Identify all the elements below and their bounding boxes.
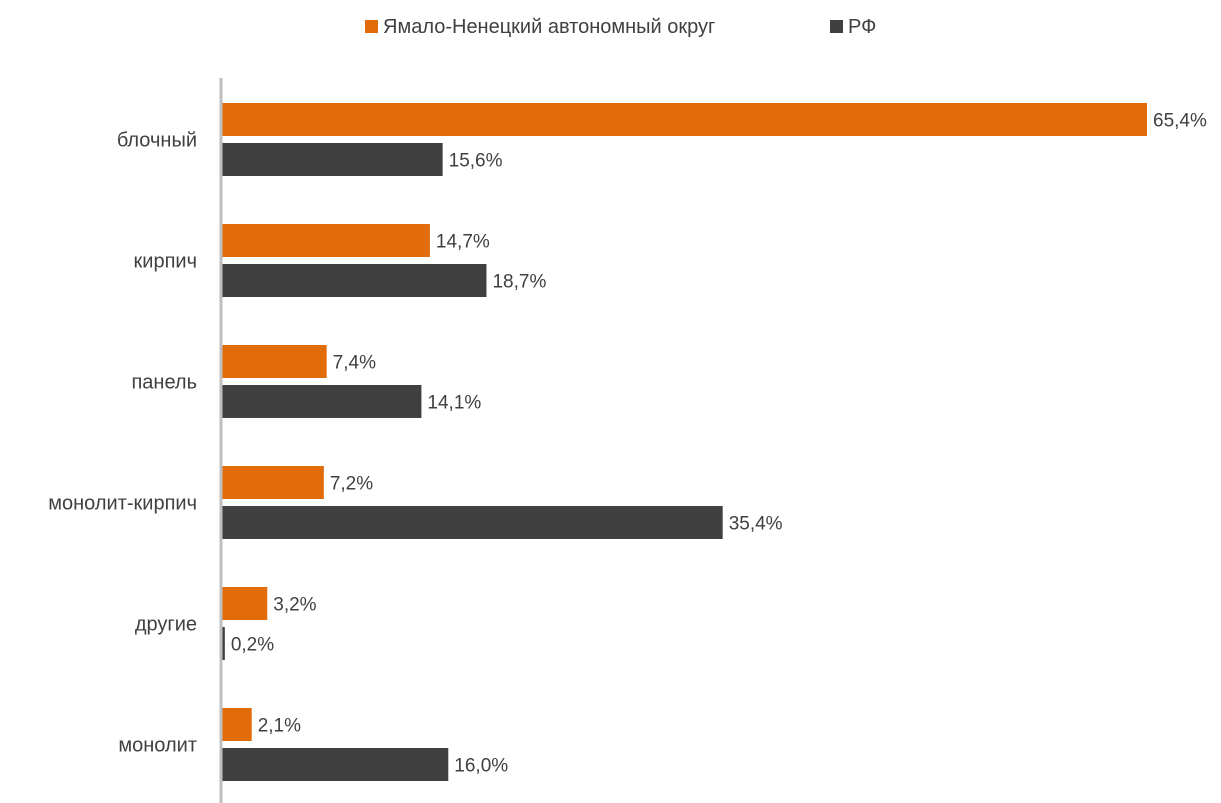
legend-swatch-yanao (365, 20, 378, 33)
bar-rf-3 (222, 385, 422, 418)
category-label-1: блочный (117, 130, 197, 152)
bars-group (222, 103, 1147, 781)
bar-yanao-4 (222, 466, 324, 499)
data-label-yanao-6: 2,1% (258, 716, 301, 737)
data-label-yanao-3: 7,4% (333, 353, 376, 374)
bar-rf-2 (222, 264, 487, 297)
category-label-3: панель (131, 372, 197, 394)
data-label-rf-2: 18,7% (492, 272, 546, 293)
bar-yanao-6 (222, 708, 252, 741)
data-label-yanao-1: 65,4% (1153, 111, 1207, 132)
bar-yanao-3 (222, 345, 327, 378)
bar-rf-6 (222, 748, 449, 781)
data-label-rf-5: 0,2% (231, 635, 274, 656)
data-label-rf-1: 15,6% (449, 151, 503, 172)
bar-rf-1 (222, 143, 443, 176)
legend: Ямало-Ненецкий автономный округ РФ (365, 16, 876, 38)
data-label-rf-6: 16,0% (454, 756, 508, 777)
data-label-yanao-4: 7,2% (330, 474, 373, 495)
bar-rf-4 (222, 506, 723, 539)
data-label-yanao-5: 3,2% (273, 595, 316, 616)
category-label-5: другие (135, 614, 197, 636)
bar-yanao-5 (222, 587, 268, 620)
data-label-rf-4: 35,4% (729, 514, 783, 535)
legend-label-rf: РФ (848, 16, 876, 38)
bar-yanao-1 (222, 103, 1147, 136)
legend-label-yanao: Ямало-Ненецкий автономный округ (383, 16, 715, 38)
legend-swatch-rf (830, 20, 843, 33)
labels-group: 65,4% 15,6% блочный 14,7%18,7% кирпич 7,4% 14,… (48, 111, 1207, 777)
category-label-2: кирпич (134, 251, 197, 273)
data-label-rf-3: 14,1% (427, 393, 481, 414)
data-label-yanao-2: 14,7% (436, 232, 490, 253)
bar-yanao-2 (222, 224, 430, 257)
category-label-4: монолит-кирпич (48, 493, 197, 515)
category-label-6: монолит (118, 735, 197, 757)
bar-rf-5 (222, 627, 225, 660)
